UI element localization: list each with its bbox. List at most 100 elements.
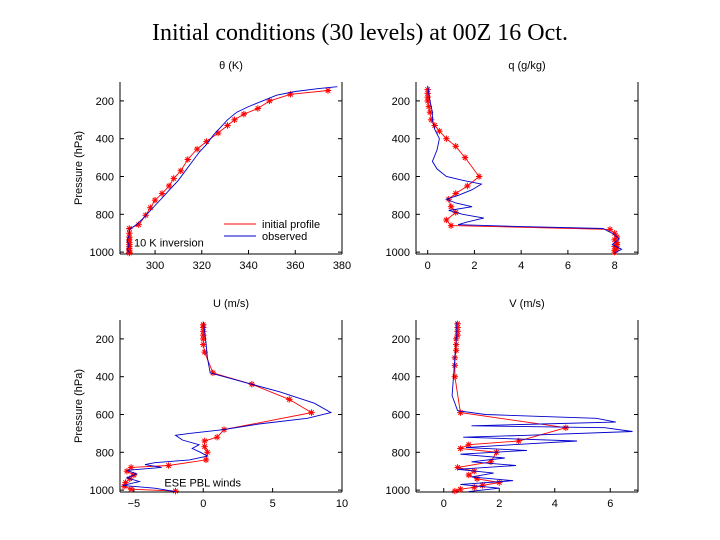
data-point-marker [465, 441, 472, 448]
y-tick-label: 1000 [386, 247, 410, 259]
data-point-marker [201, 443, 208, 450]
marker-stroke [496, 479, 502, 486]
marker-stroke [165, 462, 172, 469]
y-tick-label: 600 [96, 410, 114, 422]
marker-stroke [452, 488, 458, 494]
data-point-marker [562, 424, 570, 431]
data-point-marker [151, 196, 159, 204]
data-point-marker [451, 487, 459, 495]
y-tick-label: 800 [392, 447, 410, 459]
marker-stroke [147, 205, 153, 211]
data-point-marker [324, 87, 332, 94]
marker-stroke [171, 175, 177, 181]
data-point-marker [461, 154, 469, 161]
series-line-observed [451, 321, 633, 493]
marker-stroke [126, 225, 132, 232]
data-point-marker [158, 190, 166, 197]
data-point-marker [177, 167, 184, 175]
data-point-marker [443, 216, 450, 224]
data-point-marker [266, 97, 273, 105]
x-tick-label: 0 [200, 498, 206, 510]
y-axis-label: Pressure (hPa) [73, 131, 85, 205]
chart-v: V (m/s) 200 400 600 800 1000 0 2 4 6 [386, 298, 639, 510]
marker-stroke [462, 155, 468, 161]
y-tick-label: 600 [96, 172, 114, 184]
y-tick-label: 1000 [90, 247, 114, 259]
legend-label: observed [262, 231, 307, 243]
marker-stroke [215, 130, 221, 136]
marker-stroke [425, 86, 431, 93]
data-point-marker [127, 485, 135, 493]
marker-stroke [241, 111, 247, 117]
y-tick-label: 1000 [90, 485, 114, 497]
marker-stroke [202, 349, 208, 355]
marker-stroke [128, 464, 134, 471]
data-point-marker [308, 409, 315, 416]
marker-stroke [224, 122, 231, 129]
x-tick-label: 6 [607, 498, 613, 510]
y-tick-label: 200 [96, 96, 114, 108]
data-point-marker [436, 127, 443, 135]
x-tick-label: 10 [336, 498, 348, 510]
x-tick-label: 340 [239, 260, 257, 272]
data-point-marker [453, 347, 460, 354]
series-line-observed [122, 321, 333, 493]
marker-stroke [448, 204, 454, 210]
marker-stroke [476, 173, 482, 180]
slide-title: Initial conditions (30 levels) at 00Z 16… [152, 20, 568, 46]
data-point-marker [427, 116, 435, 124]
marker-stroke [427, 109, 433, 115]
data-point-marker [496, 479, 503, 486]
x-tick-label: 2 [496, 498, 502, 510]
marker-stroke [287, 91, 294, 97]
y-tick-label: 400 [392, 134, 410, 146]
chart-u: U (m/s) Pressure (hPa) 200 400 600 800 1000 −5 0… [73, 298, 348, 510]
series-line-observed [427, 85, 623, 254]
y-tick-label: 400 [96, 134, 114, 146]
data-point-marker [471, 484, 478, 491]
marker-stroke [152, 197, 158, 203]
marker-stroke [453, 190, 459, 197]
marker-stroke [612, 230, 618, 236]
data-point-marker [200, 341, 207, 348]
marker-stroke [464, 183, 471, 189]
marker-stroke [286, 396, 292, 402]
data-point-marker [204, 449, 211, 456]
legend-label: initial profile [262, 219, 320, 231]
data-point-marker [286, 396, 293, 403]
marker-stroke [425, 90, 431, 96]
marker-stroke [255, 105, 261, 112]
data-point-marker [447, 203, 455, 210]
chart-q: q (g/kg) 200 400 600 800 1000 0 2 4 6 8 [386, 60, 639, 272]
data-point-marker [457, 445, 464, 452]
data-point-marker [240, 110, 248, 118]
data-point-marker [170, 175, 177, 182]
marker-stroke [128, 486, 134, 492]
x-tick-label: 380 [333, 260, 351, 272]
x-tick-label: 8 [612, 260, 618, 272]
marker-stroke [194, 146, 200, 152]
marker-stroke [453, 347, 459, 353]
data-point-marker [165, 182, 173, 190]
chart-title: q (g/kg) [508, 60, 545, 72]
marker-stroke [214, 434, 220, 440]
marker-stroke [466, 442, 472, 448]
marker-stroke [185, 156, 191, 163]
marker-stroke [426, 103, 432, 110]
marker-stroke [455, 464, 461, 471]
marker-stroke [210, 370, 216, 376]
x-tick-label: 2 [471, 260, 477, 272]
marker-stroke [200, 336, 206, 342]
series-line-observed [126, 86, 338, 254]
data-point-marker [465, 471, 472, 479]
marker-stroke [480, 482, 486, 488]
marker-stroke [436, 128, 442, 134]
marker-stroke [202, 438, 208, 444]
marker-stroke [432, 122, 438, 129]
data-point-marker [193, 145, 201, 153]
marker-stroke [443, 136, 449, 142]
x-tick-label: −5 [128, 498, 141, 510]
y-tick-label: 200 [96, 334, 114, 346]
marker-stroke [325, 87, 331, 94]
